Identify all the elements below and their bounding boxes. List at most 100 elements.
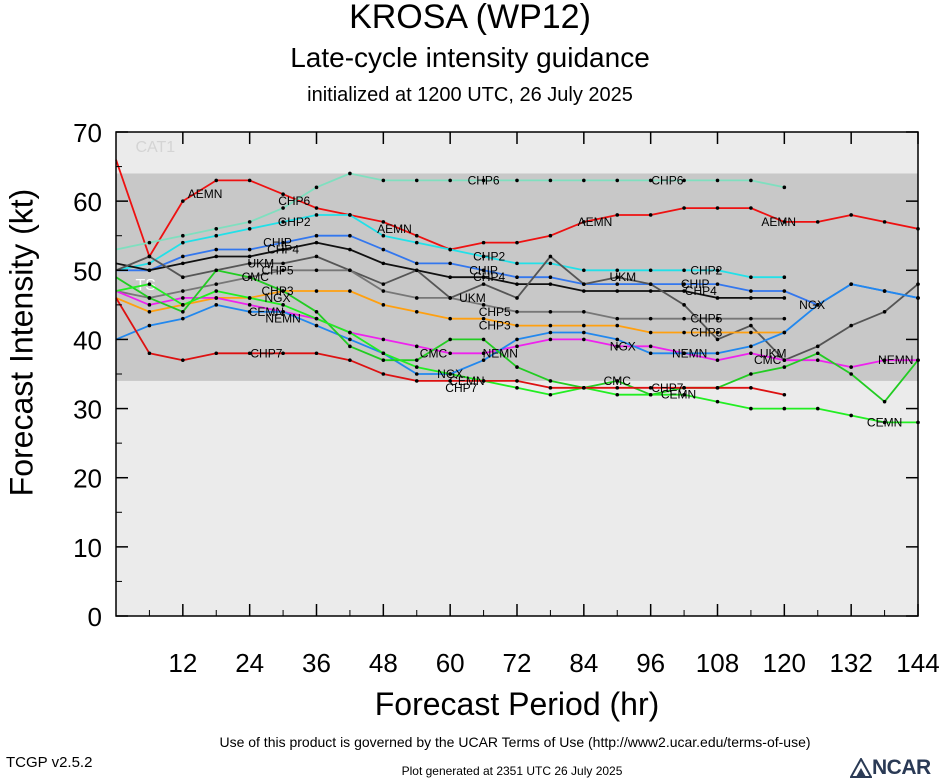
data-point-chp4 [749,296,753,300]
series-label-ghp2: GHP2 [278,215,311,229]
data-point-chp6 [414,178,419,183]
data-point-ukm [147,254,152,259]
data-point-aemn [782,220,787,224]
data-point-cmc [481,337,486,342]
y-tick-label: 40 [73,325,102,355]
data-point-nemn [381,337,386,342]
data-point-chp6 [715,178,720,183]
data-point-cemn [548,392,553,397]
data-point-aemn [582,220,586,224]
generated-timestamp: Plot generated at 2351 UTC 26 July 2025 [401,764,623,778]
data-point-chp6 [381,178,386,183]
data-point-ngx [548,330,553,335]
data-point-aemn [281,192,285,197]
data-point-aemn [515,240,519,245]
data-point-chp4 [615,289,620,293]
data-point-chp4 [481,275,486,280]
data-point-cmc [849,372,853,376]
data-point-chip [247,247,252,252]
data-point-aemn [247,178,252,183]
data-point-chp7 [648,386,653,390]
data-point-chip [782,289,787,293]
data-point-chp4 [348,247,352,252]
data-point-chp3 [448,316,452,321]
data-point-chp3 [582,323,586,328]
data-point-ngx [749,344,753,349]
data-point-cmc [815,351,820,356]
series-label-ukm: UKM [459,291,486,305]
data-point-ngx [648,351,653,356]
data-point-cemn [515,386,519,390]
data-point-chip [414,261,419,266]
data-point-nemn [782,358,787,362]
data-point-chp4 [515,282,519,286]
data-point-chp2 [381,233,386,238]
x-tick-label: 48 [369,648,398,678]
data-point-chip [348,233,352,238]
data-point-chp4 [314,240,319,245]
data-point-chp3 [515,323,519,328]
data-point-cmc [882,399,887,404]
data-point-aemn [749,206,753,210]
data-point-cmc [181,309,185,314]
data-point-cemn [815,406,820,411]
data-point-ukm [749,323,753,328]
data-point-chp5 [648,316,653,321]
data-point-chp4 [715,296,720,300]
data-point-chp6 [247,220,252,224]
series-label-chp7: CHP7 [250,346,282,360]
series-label-cmc: CMC [754,353,782,367]
ncar-logo: NCAR [848,756,940,780]
version-label: TCGP v2.5.2 [6,754,93,771]
data-point-chp3 [682,330,686,335]
data-point-chp7 [515,379,519,383]
data-point-ngx [582,330,586,335]
data-point-chp2 [515,261,519,266]
data-point-chp7 [214,351,219,356]
data-point-chp6 [648,178,653,183]
data-point-chp7 [181,358,185,362]
data-point-ngx [414,372,419,376]
data-point-ukm [281,261,285,266]
data-point-ngx [849,282,853,286]
data-point-cmc [448,337,452,342]
data-point-chp6 [448,178,452,183]
data-point-chp4 [281,247,285,252]
series-label-chp7: CHP7 [445,381,477,395]
data-point-chp5 [749,316,753,321]
series-label-cmc: CMC [420,346,448,360]
data-point-ukm [314,254,319,259]
y-tick-label: 10 [73,533,102,563]
data-point-chip [548,275,553,280]
data-point-chip [481,268,486,273]
data-point-aemn [481,240,486,245]
series-label-nemn: NEMN [672,346,707,360]
ncar-logo-icon [850,758,872,778]
series-label-aemn: AEMN [578,215,613,229]
data-point-chp3 [147,309,152,314]
data-point-chip [214,247,219,252]
series-label-aemn: AEMN [377,222,412,236]
series-label-cemn: CEMN [661,388,696,402]
series-label-aemn: AEMN [188,187,223,201]
data-point-chp2 [247,227,252,231]
y-tick-label: 20 [73,464,102,494]
data-point-chp5 [548,309,553,314]
data-point-nemn [849,365,853,369]
data-point-chip [181,254,185,259]
data-point-chp3 [414,309,419,314]
data-point-cmc [515,365,519,369]
data-point-ngx [615,337,620,342]
data-point-cmc [548,379,553,383]
data-point-nemn [648,344,653,349]
data-point-nemn [481,351,486,356]
x-tick-label: 12 [168,648,197,678]
data-point-ngx [147,323,152,328]
chart-subtitle: Late-cycle intensity guidance [290,42,650,73]
data-point-aemn [882,220,887,224]
y-tick-label: 50 [73,256,102,286]
data-point-chp3 [648,330,653,335]
data-point-ngx [314,323,319,328]
data-point-chp2 [181,240,185,245]
series-label-nemn: NEMN [265,312,300,326]
